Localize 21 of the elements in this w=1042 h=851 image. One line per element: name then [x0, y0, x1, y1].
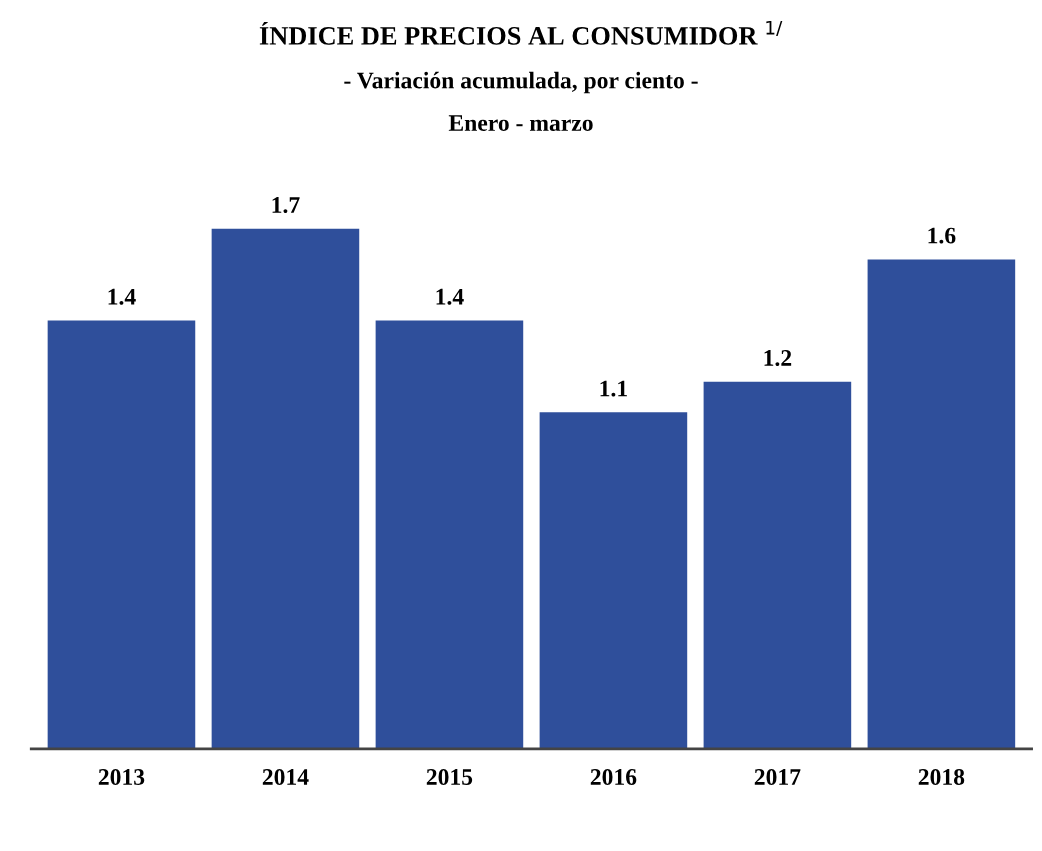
- x-tick-label: 2014: [262, 769, 309, 785]
- x-tick-label: 2018: [918, 769, 965, 785]
- bar: [47, 320, 196, 749]
- chart-title: ÍNDICE DE PRECIOS AL CONSUMIDOR $^{1/}$: [259, 20, 783, 45]
- data-label: 1.7: [272, 197, 300, 214]
- bar: [211, 228, 360, 749]
- text: Enero - marzo: [448, 115, 593, 132]
- data-label: 1.4: [436, 288, 464, 305]
- x-tick-label: 2017: [754, 769, 801, 785]
- bar: [867, 259, 1016, 749]
- x-tick-label: 2015: [426, 769, 473, 785]
- data-label: 1.2: [764, 350, 792, 366]
- bar: [539, 412, 688, 749]
- data-label: 1.1: [600, 380, 627, 397]
- data-label: 1.4: [108, 288, 136, 305]
- data-label: 1.6: [928, 227, 956, 244]
- x-tick-label: 2016: [590, 769, 637, 785]
- chart-subtitle: - Variación acumulada, por ciento -: [344, 71, 698, 94]
- bar: [703, 381, 852, 749]
- x-tick-label: 2013: [98, 769, 145, 785]
- bar: [375, 320, 524, 749]
